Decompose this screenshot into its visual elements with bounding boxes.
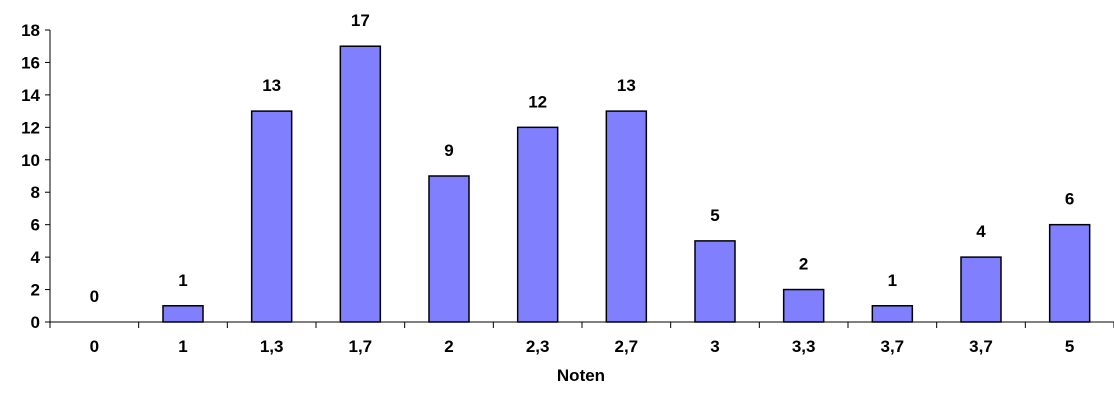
bar-9 (871, 305, 914, 323)
data-label: 12 (528, 92, 547, 111)
data-label: 5 (710, 206, 719, 225)
bar-8 (782, 288, 825, 323)
bar-10 (960, 256, 1002, 323)
y-tick-label: 12 (21, 118, 40, 137)
data-label: 0 (90, 287, 99, 306)
y-tick-label: 10 (21, 151, 40, 170)
y-tick-label: 14 (21, 86, 40, 105)
bar-11 (1048, 223, 1091, 323)
data-labels: 0 1 13 17 9 12 13 5 2 1 4 6 (90, 11, 1075, 306)
data-label: 13 (617, 76, 636, 95)
x-tick-label: 1 (178, 337, 187, 356)
x-tick-label: 3 (710, 337, 719, 356)
data-label: 2 (799, 255, 808, 274)
y-tick-label: 6 (31, 216, 40, 235)
y-tick-label: 8 (31, 183, 40, 202)
x-tick-label: 3,3 (792, 337, 816, 356)
bar-2 (250, 110, 293, 323)
y-tick-label: 18 (21, 21, 40, 40)
axes (45, 29, 1114, 328)
x-tick-label: 2 (444, 337, 453, 356)
x-tick-labels: 0 1 1,3 1,7 2 2,3 2,7 3 3,3 3,7 3,7 5 (90, 337, 1075, 356)
x-axis-title: Noten (557, 366, 605, 385)
data-label: 4 (976, 222, 986, 241)
data-label: 13 (262, 76, 281, 95)
y-tick-labels: 0 2 4 6 8 10 12 14 16 18 (21, 21, 40, 332)
x-tick-label: 5 (1065, 337, 1074, 356)
bar-7 (694, 240, 736, 323)
data-label: 9 (444, 141, 453, 160)
bar-1 (162, 305, 204, 323)
bar-5 (516, 126, 559, 323)
y-tick-label: 0 (31, 313, 40, 332)
x-tick-label: 1,3 (260, 337, 284, 356)
y-tick-label: 16 (21, 53, 40, 72)
y-tick-label: 2 (31, 281, 40, 300)
data-label: 6 (1065, 190, 1074, 209)
data-label: 17 (351, 11, 370, 30)
y-tick-label: 4 (31, 248, 41, 267)
data-label: 1 (178, 271, 187, 290)
x-tick-label: 0 (90, 337, 99, 356)
x-tick-label: 3,7 (969, 337, 993, 356)
data-label: 1 (888, 271, 897, 290)
bar-3 (339, 45, 382, 323)
x-tick-label: 1,7 (349, 337, 373, 356)
x-tick-label: 3,7 (881, 337, 905, 356)
bar-4 (428, 175, 470, 323)
x-tick-label: 2,3 (526, 337, 550, 356)
x-tick-label: 2,7 (615, 337, 639, 356)
bars (162, 45, 1091, 323)
bar-6 (605, 110, 648, 323)
